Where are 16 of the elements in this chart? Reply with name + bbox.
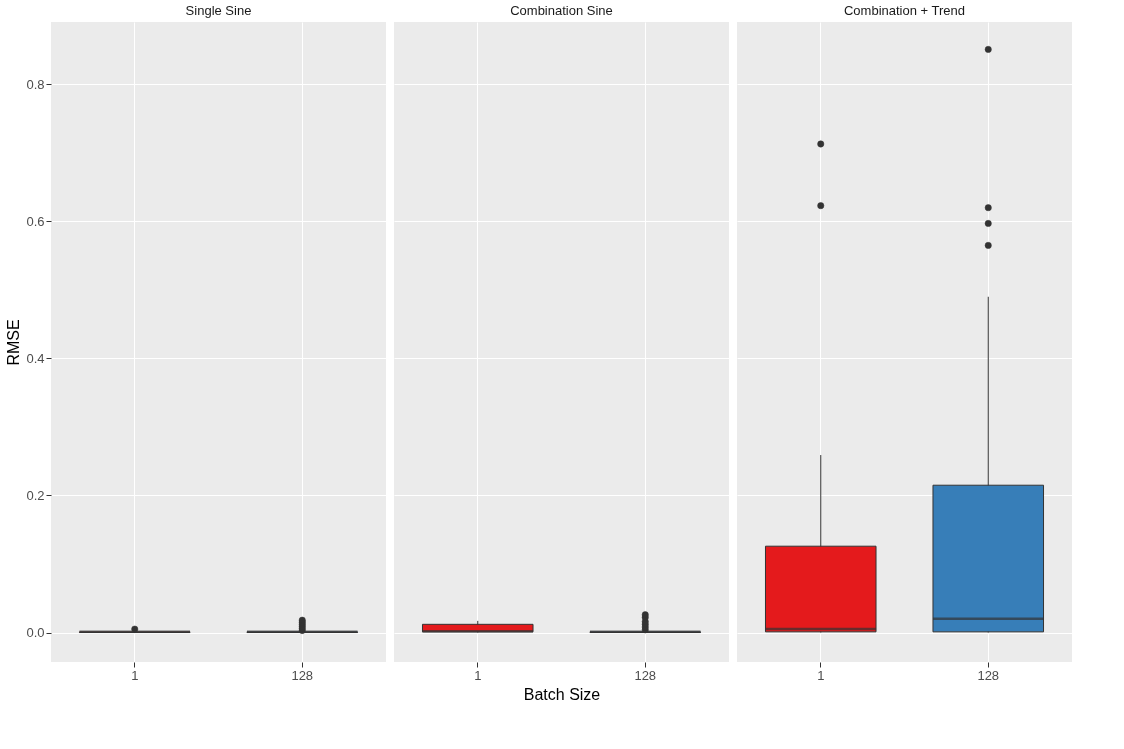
x-tick-label: 128 — [291, 667, 314, 683]
x-axis-title: Batch Size — [523, 685, 601, 703]
chart-title: Combination Sine — [510, 3, 613, 18]
x-tick-label: 128 — [977, 667, 1000, 683]
y-tick-label: 0.6 — [26, 213, 45, 229]
y-tick-label: 0.0 — [26, 625, 45, 641]
y-axis-title: RMSE — [5, 319, 23, 366]
x-tick-label: 128 — [634, 667, 657, 683]
y-tick-label: 0.8 — [26, 76, 45, 92]
x-tick-label: 1 — [817, 667, 825, 683]
y-tick-label: 0.4 — [26, 350, 45, 366]
x-tick-label: 1 — [474, 667, 482, 683]
x-tick-label: 1 — [131, 667, 139, 683]
chart-title: Combination + Trend — [843, 3, 966, 18]
y-tick-label: 0.2 — [26, 487, 45, 503]
chart-title: Single Sine — [185, 3, 252, 18]
